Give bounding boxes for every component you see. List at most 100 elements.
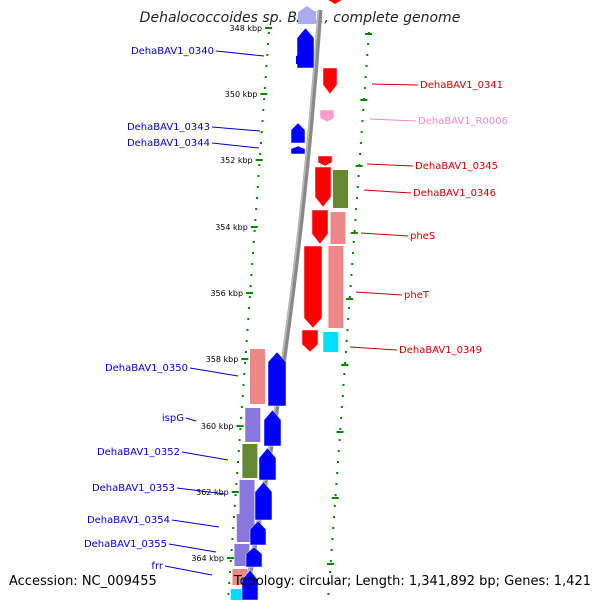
scale-tick-minor (359, 142, 362, 144)
scale-tick-major (355, 165, 363, 167)
scale-tick-minor (360, 131, 363, 133)
gene-labels[interactable]: DehaBAV1_0340 DehaBAV1_0341 DehaBAV1_R0006… (84, 46, 508, 576)
gene-arrow-fragment (298, 6, 316, 24)
gene-label-dehabav1_0344[interactable]: DehaBAV1_0344 (127, 138, 210, 149)
scale-tick-major (246, 292, 254, 294)
scale-tick-minor (234, 494, 237, 496)
scale-tick-minor (362, 109, 365, 111)
scale-tick-minor (335, 483, 338, 485)
scale-tick-minor (367, 43, 370, 45)
scale-tick-minor (252, 252, 255, 254)
gene-label-dehabav1_r0006[interactable]: DehaBAV1_R0006 (418, 116, 508, 127)
cog-color-boxes (230, 170, 348, 600)
gene-arrow-dehabav1_r0006[interactable] (319, 109, 335, 123)
gene-label-dehabav1_0354[interactable]: DehaBAV1_0354 (87, 515, 170, 526)
gene-label-dehabav1_0350[interactable]: DehaBAV1_0350 (105, 363, 188, 374)
scale-tick-minor (333, 516, 336, 518)
gene-leader-line (176, 487, 226, 495)
scale-tick-label: 354 kbp (215, 223, 248, 232)
scale-tick-minor (255, 208, 258, 210)
gene-leader-line (369, 118, 417, 122)
scale-tick-minor (327, 593, 330, 595)
scale-tick-minor (346, 329, 349, 331)
cog-box (250, 349, 265, 404)
scale-tick-minor (240, 406, 243, 408)
scale-tick-minor (251, 263, 254, 265)
scale-tick-minor (248, 296, 251, 298)
gene-leader-line (215, 50, 265, 57)
gene-arrow-dehabav1_0344[interactable] (290, 145, 306, 155)
scale-tick-minor (267, 43, 270, 45)
scale-tick-minor (237, 450, 240, 452)
scale-tick-minor (348, 307, 351, 309)
gene-arrow-dehabav1_0353[interactable] (254, 481, 273, 521)
scale-tick-minor (227, 593, 230, 595)
gene-arrow-fragment (296, 52, 310, 64)
scale-tick-minor (364, 76, 367, 78)
cog-box (230, 589, 246, 600)
scale-tick-minor (361, 120, 364, 122)
scale-tick-minor (330, 549, 333, 551)
gene-leader-line (181, 451, 229, 461)
scale-tick-minor (246, 329, 249, 331)
scale-tick-minor (365, 65, 368, 67)
scale-tick-minor (253, 230, 256, 232)
gene-arrow-dehabav1_0341[interactable] (322, 67, 338, 95)
gene-arrow-frr[interactable] (241, 569, 259, 600)
scale-tick-minor (259, 142, 262, 144)
scale-tick-major (360, 99, 368, 101)
scale-tick-minor (355, 197, 358, 199)
gene-label-phet[interactable]: pheT (404, 290, 430, 301)
scale-tick-minor (336, 461, 339, 463)
gene-features[interactable] (241, 0, 342, 600)
scale-tick-minor (241, 395, 244, 397)
gene-arrow-dehabav1_0349[interactable] (301, 329, 319, 353)
gene-arrow-dehabav1_0355[interactable] (245, 546, 263, 568)
scale-tick-minor (332, 527, 335, 529)
scale-tick-minor (347, 318, 350, 320)
gene-label-dehabav1_0352[interactable]: DehaBAV1_0352 (97, 447, 180, 458)
gene-label-dehabav1_0343[interactable]: DehaBAV1_0343 (127, 122, 210, 133)
gene-arrow-dehabav1_0345[interactable] (317, 155, 333, 167)
gene-leader-line (363, 189, 412, 194)
gene-label-dehabav1_0341[interactable]: DehaBAV1_0341 (420, 80, 503, 91)
gene-label-dehabav1_0345[interactable]: DehaBAV1_0345 (415, 161, 498, 172)
gene-label-dehabav1_0346[interactable]: DehaBAV1_0346 (413, 188, 496, 199)
gene-label-dehabav1_0349[interactable]: DehaBAV1_0349 (399, 345, 482, 356)
scale-tick-major (226, 557, 234, 559)
gene-arrow-dehabav1_0354[interactable] (249, 520, 267, 546)
gene-label-phes[interactable]: pheS (410, 231, 435, 242)
scale-tick-major (236, 425, 244, 427)
scale-tick-major (265, 27, 273, 29)
scale-tick-minor (236, 472, 239, 474)
scale-tick-minor (351, 263, 354, 265)
scale-tick-major (350, 232, 358, 234)
scale-tick-minor (357, 175, 360, 177)
gene-label-ispg[interactable]: ispG (162, 413, 184, 424)
gene-label-dehabav1_0353[interactable]: DehaBAV1_0353 (92, 483, 175, 494)
gene-arrow-phes[interactable] (311, 209, 329, 245)
cog-box (333, 170, 348, 208)
scale-tick-label: 348 kbp (230, 24, 263, 33)
scale-tick-major (346, 298, 354, 300)
scale-tick-minor (354, 219, 357, 221)
gene-label-dehabav1_0355[interactable]: DehaBAV1_0355 (84, 539, 167, 550)
scale-tick-minor (266, 54, 269, 56)
gene-arrow-dehabav1_0343[interactable] (290, 122, 306, 144)
gene-arrow-dehabav1_0352[interactable] (258, 447, 277, 481)
scale-tick-minor (342, 384, 345, 386)
scale-tick-minor (235, 483, 238, 485)
gene-arrow-dehabav1_0346[interactable] (314, 166, 332, 208)
gene-arrow-phet[interactable] (303, 245, 323, 329)
scale-tick-minor (248, 307, 251, 309)
scale-tick-minor (328, 582, 331, 584)
scale-tick-major (326, 563, 334, 565)
scale-tick-minor (259, 153, 262, 155)
gene-arrow-dehabav1_0350[interactable] (267, 351, 287, 407)
gene-label-dehabav1_0340[interactable]: DehaBAV1_0340 (131, 46, 214, 57)
gene-label-frr[interactable]: frr (151, 561, 163, 572)
scale-tick-minor (348, 296, 351, 298)
gene-arrow-ispg[interactable] (263, 409, 282, 447)
gene-leader-line (371, 83, 419, 86)
